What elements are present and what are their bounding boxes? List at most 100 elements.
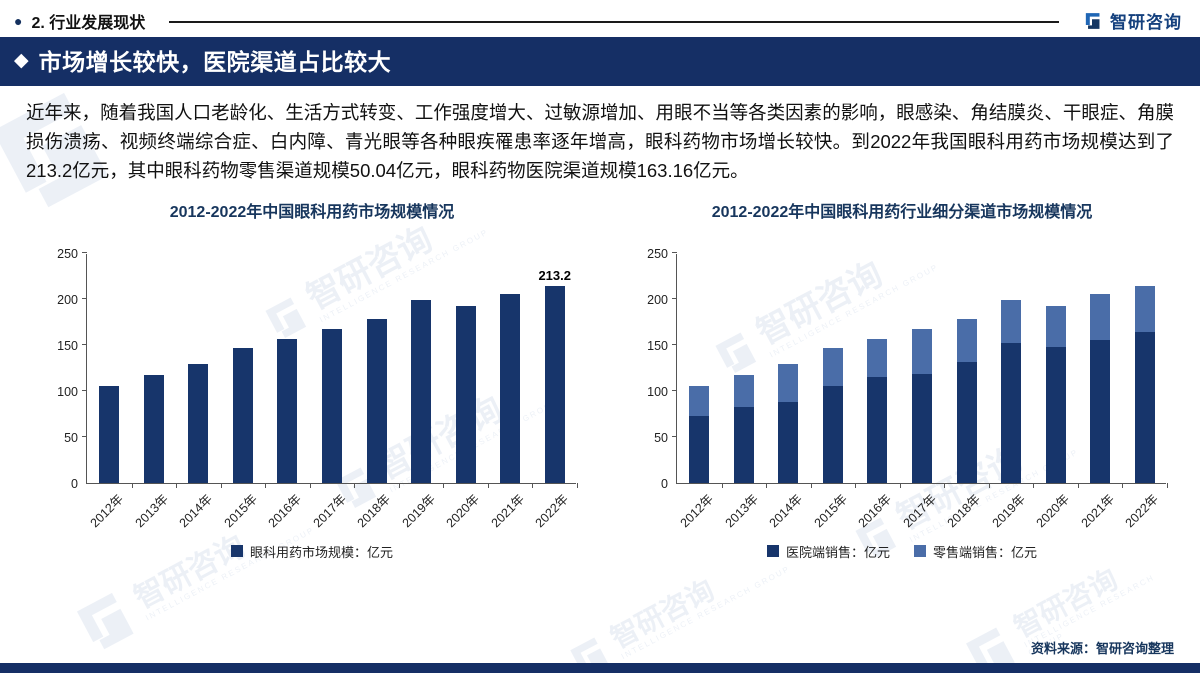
legend-label: 医院端销售：亿元 xyxy=(785,544,890,560)
data-source-note: 资料来源：智研咨询整理 xyxy=(1030,641,1174,656)
bar-segment-1 xyxy=(822,348,843,386)
legend-label: 零售端销售：亿元 xyxy=(933,544,1038,560)
x-axis-label: 2012年 xyxy=(677,491,717,530)
y-axis-tick-label: 100 xyxy=(647,384,668,399)
bar-segment-0 xyxy=(1134,332,1155,483)
x-axis-label: 2022年 xyxy=(533,491,572,530)
x-axis-tick xyxy=(1077,482,1079,488)
y-axis-tick xyxy=(672,297,677,299)
slide-title-banner: ◆ 市场增长较快，医院渠道占比较大 xyxy=(0,37,1200,86)
x-axis-label: 2018年 xyxy=(944,491,984,530)
bar xyxy=(544,286,565,483)
y-axis-tick xyxy=(82,389,87,391)
body-paragraph: 近年来，随着我国人口老龄化、生活方式转变、工作强度增大、过敏源增加、用眼不当等各… xyxy=(26,102,1174,181)
x-axis-label: 2022年 xyxy=(1123,491,1162,530)
bar xyxy=(99,385,120,483)
x-axis-tick xyxy=(265,482,267,488)
y-axis-tick-label: 100 xyxy=(57,384,78,399)
x-axis-label: 2019年 xyxy=(399,491,438,530)
watermark-subtext: INTELLIGENCE RESEARCH GROUP xyxy=(619,563,792,661)
legend-swatch xyxy=(230,545,243,558)
x-axis-label: 2012年 xyxy=(87,491,127,530)
y-axis-tick xyxy=(672,343,677,345)
legend-swatch xyxy=(766,545,779,558)
bar xyxy=(366,318,387,483)
plot xyxy=(672,251,1168,488)
legend-item: 眼科用药市场规模：亿元 xyxy=(230,542,393,561)
x-axis-label: 2014年 xyxy=(766,491,806,530)
x-axis-label: 2013年 xyxy=(132,491,171,530)
bar-segment-1 xyxy=(778,363,799,402)
plot: 213.2 xyxy=(82,251,578,488)
bar-segment-0 xyxy=(1001,342,1022,483)
x-axis-label: 2018年 xyxy=(354,491,394,530)
y-axis-tick xyxy=(672,251,677,253)
x-axis-label: 2016年 xyxy=(855,491,895,530)
y-axis-tick-label: 50 xyxy=(654,430,668,445)
bar-segment-1 xyxy=(1001,299,1022,343)
legend-item: 零售端销售：亿元 xyxy=(914,542,1037,561)
x-axis-label: 2015年 xyxy=(221,491,260,530)
bar-segment-0 xyxy=(822,385,843,483)
x-axis-tick xyxy=(1122,482,1124,488)
x-axis-tick xyxy=(810,482,812,488)
x-axis-tick xyxy=(855,482,857,488)
x-axis-tick xyxy=(398,482,400,488)
x-axis-label: 2014年 xyxy=(176,491,216,530)
y-axis-tick xyxy=(672,389,677,391)
bar-segment-1 xyxy=(689,385,710,417)
x-axis-label: 2016年 xyxy=(265,491,305,530)
y-axis-tick-label: 0 xyxy=(71,476,78,491)
x-axis-tick xyxy=(487,482,489,488)
bar-segment-0 xyxy=(867,376,888,483)
x-axis-tick xyxy=(354,482,356,488)
y-axis-tick xyxy=(82,435,87,437)
x-axis-tick xyxy=(176,482,178,488)
y-axis-tick-label: 150 xyxy=(57,338,78,353)
x-axis-label: 2021年 xyxy=(1078,491,1117,530)
x-axis-tick xyxy=(1167,482,1168,488)
bar-segment-1 xyxy=(1045,305,1066,348)
plot-area: 213.2 0 50 100 150 200 250 xyxy=(40,234,584,491)
chart-legend: 眼科用药市场规模：亿元 xyxy=(40,542,584,561)
market-size-chart: 2012-2022年中国眼科用药市场规模情况 213.2 0 50 100 150 200… xyxy=(40,198,584,561)
y-axis-tick-label: 150 xyxy=(647,338,668,353)
x-axis-tick xyxy=(766,482,768,488)
bar-segment-0 xyxy=(778,401,799,483)
x-axis-label: 2019年 xyxy=(989,491,1028,530)
x-axis-tick xyxy=(1033,482,1035,488)
footer-bar xyxy=(0,663,1200,673)
x-axis-label: 2017年 xyxy=(900,491,939,530)
bar-segment-1 xyxy=(733,374,754,408)
brand-logo: 智研咨询 xyxy=(1081,8,1182,33)
x-axis-label: 2020年 xyxy=(443,491,483,530)
x-axis-tick xyxy=(443,482,445,488)
bar xyxy=(143,374,164,483)
x-axis-tick xyxy=(721,482,723,488)
x-axis-tick xyxy=(220,482,222,488)
y-axis-tick-label: 250 xyxy=(57,246,78,261)
legend-swatch xyxy=(914,545,926,558)
legend-label: 眼科用药市场规模：亿元 xyxy=(249,544,393,560)
x-axis-tick xyxy=(532,482,534,488)
bar-segment-0 xyxy=(956,362,977,483)
y-axis-tick xyxy=(82,297,87,299)
x-axis-tick xyxy=(899,482,901,488)
bar-segment-1 xyxy=(1134,286,1155,333)
bar-segment-0 xyxy=(912,374,932,483)
bar-segment-0 xyxy=(689,416,710,483)
bar xyxy=(232,348,253,483)
slide-title: 市场增长较快，医院渠道占比较大 xyxy=(38,49,392,75)
x-axis-labels: 2012年 2013年 2014年 2015年 2016年 2017年 2018年 2019年… xyxy=(630,484,1174,540)
y-axis-tick-label: 50 xyxy=(64,430,78,445)
x-axis-tick xyxy=(577,482,578,488)
bar xyxy=(188,363,209,483)
watermark-logo-icon xyxy=(76,592,134,650)
y-axis-tick-label: 200 xyxy=(647,292,668,307)
bar-segment-1 xyxy=(867,339,888,377)
channel-breakdown-chart: 2012-2022年中国眼科用药行业细分渠道市场规模情况 0 50 100 150 20… xyxy=(630,198,1174,561)
header-divider xyxy=(169,20,1059,23)
y-axis-tick-label: 250 xyxy=(647,246,668,261)
bar xyxy=(277,339,298,483)
